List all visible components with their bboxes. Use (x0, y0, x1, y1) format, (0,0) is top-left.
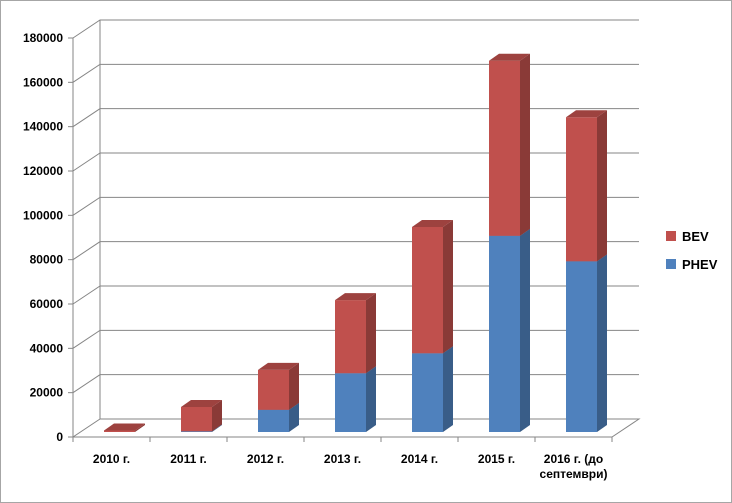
bar-segment-phev (335, 366, 376, 432)
gridline (72, 241, 639, 261)
bar-top (412, 219, 453, 227)
x-tick-label: 2015 г. (478, 452, 515, 466)
gridline (72, 19, 639, 39)
bar-side (135, 423, 145, 432)
gridlines (72, 19, 639, 394)
bar-side (289, 362, 299, 410)
bar-front (104, 430, 135, 432)
legend-swatch (666, 259, 676, 269)
bar-front (489, 60, 520, 236)
bar-segment-bev (181, 399, 222, 432)
bar-segment-bev (104, 423, 145, 432)
bar-side (212, 424, 222, 432)
gridline (72, 152, 639, 172)
y-tick-label: 60000 (30, 297, 64, 311)
legend-swatch (666, 231, 676, 241)
bar-segment-bev (412, 219, 453, 354)
gridline (72, 63, 639, 83)
gridline (72, 108, 639, 128)
bar-side (443, 346, 453, 432)
y-axis-ticks: 0 20000 40000 60000 80000 100000 120000 140000 1… (23, 31, 73, 444)
bar-front (181, 431, 212, 432)
x-tick-label: 2011 г. (170, 452, 207, 466)
bar-segment-phev (566, 254, 607, 432)
bar-side (366, 366, 376, 432)
y-tick-label: 180000 (23, 31, 63, 45)
bar-front (335, 300, 366, 374)
x-tick-label: 2012 г. (247, 452, 284, 466)
x-tick-label: 2016 г. (до септември) (540, 452, 608, 481)
y-tick-label: 140000 (23, 120, 63, 134)
bar-segment-bev (258, 362, 299, 410)
bar-side (597, 254, 607, 432)
bar-side (366, 293, 376, 374)
bar-front (181, 406, 212, 432)
bar-side (597, 110, 607, 262)
bars (104, 53, 607, 432)
y-tick-label: 160000 (23, 75, 63, 89)
bar-front (412, 226, 443, 354)
y-tick-label: 20000 (30, 386, 64, 400)
bar-segment-bev (489, 53, 530, 236)
bar-side (212, 399, 222, 432)
bar-front (566, 261, 597, 432)
bar-segment-phev (489, 228, 530, 432)
bar-front (489, 235, 520, 432)
y-tick-label: 40000 (30, 341, 64, 355)
legend-label: PHEV (682, 257, 718, 272)
gridline (72, 374, 639, 394)
y-tick-label: 100000 (23, 208, 63, 222)
bar-side (520, 53, 530, 236)
bar-front (335, 373, 366, 432)
bar-front (258, 409, 289, 432)
bar-side (443, 219, 453, 354)
bar-front (566, 117, 597, 262)
legend-item-phev: PHEV (666, 257, 718, 272)
chart-floor (71, 418, 641, 438)
bar-segment-phev (412, 346, 453, 432)
x-tick-label: 2010 г. (93, 452, 130, 466)
bar-top (489, 53, 530, 61)
legend-item-bev: BEV (666, 229, 709, 244)
y-tick-label: 80000 (30, 253, 64, 267)
gridline (72, 285, 639, 305)
bar-side (520, 228, 530, 432)
x-tick-label: 2013 г. (324, 452, 361, 466)
bar-top (181, 399, 222, 407)
bar-top (258, 362, 299, 370)
legend-label: BEV (682, 229, 709, 244)
y-tick-label: 120000 (23, 164, 63, 178)
bar-side (289, 402, 299, 432)
gridline (72, 196, 639, 216)
bar-top (566, 110, 607, 118)
bar-front (258, 369, 289, 410)
legend: BEV PHEV (666, 229, 718, 272)
bar-top (335, 293, 376, 301)
y-tick-label: 0 (56, 430, 63, 444)
bar-top (104, 423, 145, 431)
bar-segment-bev (566, 110, 607, 262)
bar-front (412, 353, 443, 432)
bar-segment-bev (335, 293, 376, 374)
x-axis-ticks: 2010 г. 2011 г. 2012 г. 2013 г. 2014 г. 2015 … (72, 437, 613, 481)
gridline (72, 329, 639, 349)
x-tick-label: 2014 г. (401, 452, 438, 466)
chart-walls (71, 20, 641, 438)
